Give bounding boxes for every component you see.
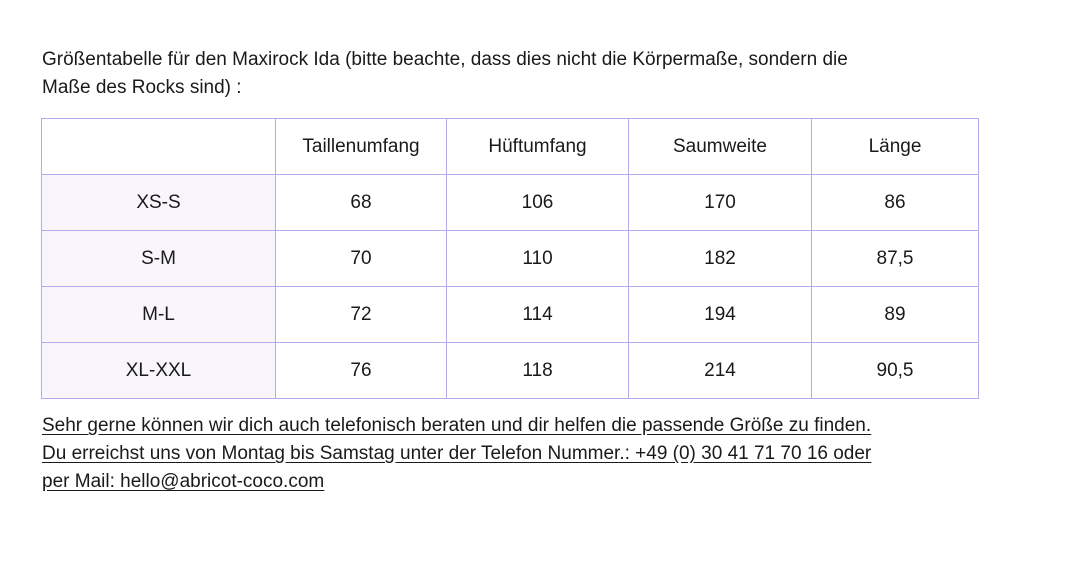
table-cell: 87,5 <box>811 230 979 287</box>
table-row: XL-XXL 76 118 214 90,5 <box>41 342 979 399</box>
contact-mail-prefix: per Mail: <box>42 471 121 492</box>
table-cell: 182 <box>628 230 812 287</box>
contact-line-3: per Mail: hello@abricot-coco.com <box>42 468 1002 496</box>
table-cell: 106 <box>446 174 629 231</box>
table-cell: 70 <box>275 230 447 287</box>
size-chart-intro: Größentabelle für den Maxirock Ida (bitt… <box>42 46 1002 102</box>
row-header-size: M-L <box>41 286 276 343</box>
row-header-size: S-M <box>41 230 276 287</box>
contact-phone-text[interactable]: Du erreichst uns von Montag bis Samstag … <box>42 443 872 464</box>
table-cell: 114 <box>446 286 629 343</box>
table-cell: 214 <box>628 342 812 399</box>
size-table: Taillenumfang Hüftumfang Saumweite Länge… <box>41 118 979 399</box>
column-header-laenge: Länge <box>811 118 979 175</box>
table-cell: 170 <box>628 174 812 231</box>
row-header-size: XL-XXL <box>41 342 276 399</box>
table-corner-cell <box>41 118 276 175</box>
table-cell: 76 <box>275 342 447 399</box>
column-header-taillenumfang: Taillenumfang <box>275 118 447 175</box>
table-cell: 90,5 <box>811 342 979 399</box>
table-cell: 110 <box>446 230 629 287</box>
contact-line-2: Du erreichst uns von Montag bis Samstag … <box>42 440 1002 468</box>
contact-note: Sehr gerne können wir dich auch telefoni… <box>42 412 1002 496</box>
contact-line-1: Sehr gerne können wir dich auch telefoni… <box>42 412 1002 440</box>
table-row: S-M 70 110 182 87,5 <box>41 230 979 287</box>
table-cell: 72 <box>275 286 447 343</box>
contact-text-1: Sehr gerne können wir dich auch telefoni… <box>42 415 872 436</box>
column-header-hueftumfang: Hüftumfang <box>446 118 629 175</box>
intro-line-2: Maße des Rocks sind) : <box>42 77 242 98</box>
table-row: M-L 72 114 194 89 <box>41 286 979 343</box>
table-row: XS-S 68 106 170 86 <box>41 174 979 231</box>
table-header-row: Taillenumfang Hüftumfang Saumweite Länge <box>41 118 979 175</box>
column-header-saumweite: Saumweite <box>628 118 812 175</box>
table-cell: 86 <box>811 174 979 231</box>
intro-line-1: Größentabelle für den Maxirock Ida (bitt… <box>42 49 848 70</box>
table-cell: 194 <box>628 286 812 343</box>
table-cell: 89 <box>811 286 979 343</box>
table-cell: 118 <box>446 342 629 399</box>
email-link[interactable]: hello@abricot-coco.com <box>120 471 325 492</box>
table-cell: 68 <box>275 174 447 231</box>
row-header-size: XS-S <box>41 174 276 231</box>
